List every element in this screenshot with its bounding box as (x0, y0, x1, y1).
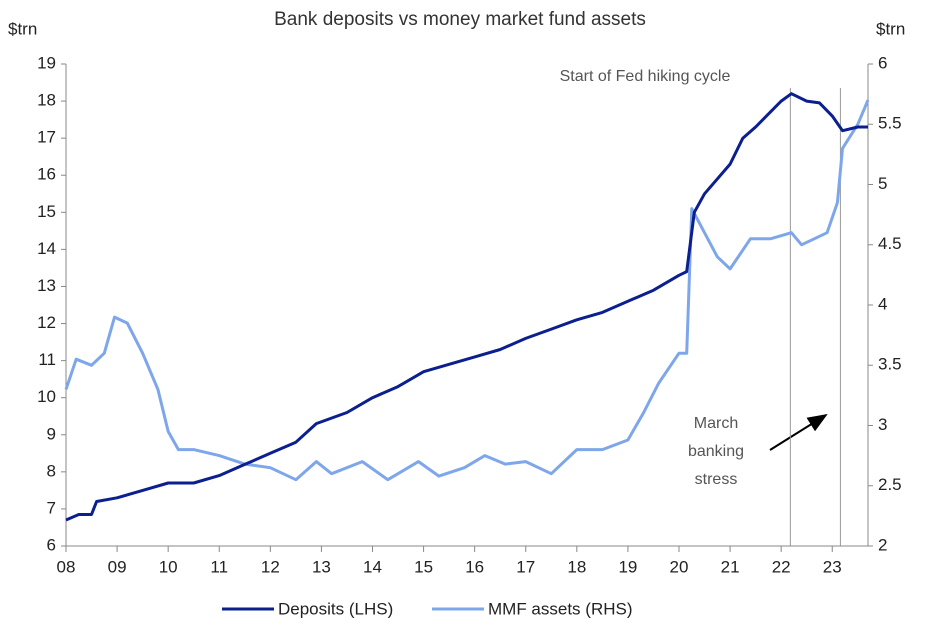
series-line (65, 92, 868, 522)
y2-tick-label: 3.5 (878, 355, 902, 374)
chart-title: Bank deposits vs money market fund asset… (274, 9, 646, 30)
x-tick-label: 20 (670, 557, 689, 576)
y2-tick-label: 4.5 (878, 234, 902, 253)
annotation: stress (695, 471, 738, 488)
y2-axis-label: $trn (876, 19, 905, 38)
y2-tick-label: 4 (878, 294, 887, 313)
y2-tick-label: 2 (878, 535, 887, 554)
x-tick-label: 18 (567, 557, 586, 576)
y-tick-label: 14 (37, 239, 56, 258)
y2-tick-label: 3 (878, 415, 887, 434)
legend-label: Deposits (LHS) (278, 599, 393, 618)
y-tick-label: 16 (37, 165, 56, 184)
x-tick-label: 13 (312, 557, 331, 576)
x-tick-label: 23 (823, 557, 842, 576)
x-tick-label: 22 (772, 557, 791, 576)
y-tick-label: 11 (38, 350, 56, 369)
y-tick-label: 8 (47, 461, 56, 480)
x-tick-label: 10 (159, 557, 178, 576)
y-tick-label: 12 (37, 313, 56, 332)
y-tick-label: 6 (47, 535, 56, 554)
y-tick-label: 19 (37, 53, 56, 72)
x-tick-label: 08 (57, 557, 76, 576)
x-tick-label: 21 (721, 557, 740, 576)
x-tick-label: 09 (108, 557, 127, 576)
y-tick-label: 18 (37, 91, 56, 110)
y-tick-label: 15 (37, 202, 56, 221)
x-tick-label: 17 (516, 557, 535, 576)
y2-tick-label: 2.5 (878, 475, 902, 494)
x-tick-label: 16 (465, 557, 484, 576)
x-tick-label: 14 (363, 557, 382, 576)
annotation: Start of Fed hiking cycle (560, 68, 731, 85)
x-tick-label: 15 (414, 557, 433, 576)
annotation: banking (688, 443, 744, 460)
x-tick-label: 11 (210, 557, 228, 576)
series-line (64, 99, 870, 482)
y-tick-label: 13 (37, 276, 56, 295)
y-tick-label: 9 (47, 424, 56, 443)
arrow (769, 413, 828, 451)
y-tick-label: 17 (37, 128, 56, 147)
y-axis-label: $trn (8, 19, 37, 38)
y-tick-label: 10 (37, 387, 56, 406)
y2-tick-label: 6 (878, 53, 887, 72)
x-tick-label: 12 (261, 557, 280, 576)
y-tick-label: 7 (47, 498, 56, 517)
x-tick-label: 19 (618, 557, 637, 576)
legend-label: MMF assets (RHS) (488, 599, 633, 618)
annotation: March (694, 415, 738, 432)
y2-tick-label: 5 (878, 174, 887, 193)
y2-tick-label: 5.5 (878, 114, 902, 133)
